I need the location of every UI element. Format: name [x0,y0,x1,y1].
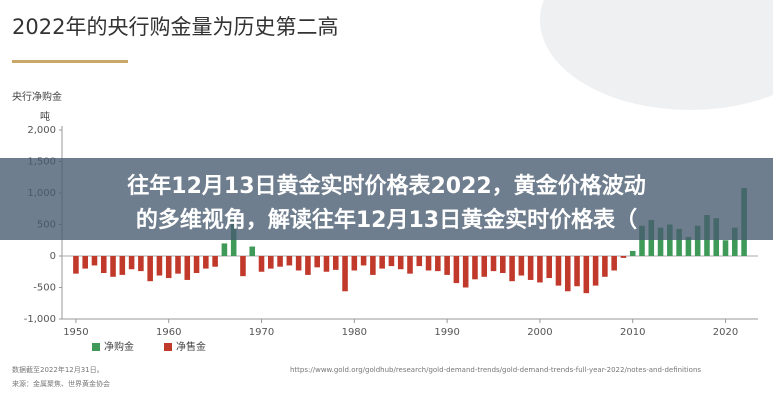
bar [639,225,645,256]
source-url: https://www.gold.org/goldhub/research/go… [290,366,701,374]
bar [323,256,330,272]
bar [175,256,181,274]
bar [110,256,116,277]
bar [694,225,701,256]
bar [676,228,682,256]
bar [611,256,617,271]
bar [184,256,191,280]
footnote: 来源：金属聚焦、世界黄金协会 [12,379,110,388]
bar [212,256,218,267]
bar [91,256,98,266]
footnote: 数据截至2022年12月31日。 [12,365,104,374]
legend-label: 净购金 [104,340,134,353]
bar [156,256,163,276]
bar [509,256,515,282]
bar [388,256,395,267]
bar [416,256,423,267]
bar [462,256,469,288]
bar [629,250,636,256]
y-tick-label: -500 [33,283,56,294]
bar [119,256,126,275]
bar [286,256,293,266]
bar [165,256,172,279]
bar [100,256,107,274]
bar [332,256,339,270]
bar [138,256,144,272]
bar [277,256,283,267]
headline-banner: 往年12月13日黄金实时价格表2022，黄金价格波动 的多维视角，解读往年12月… [0,158,773,240]
x-tick-label: 1950 [63,327,88,338]
bar [527,256,534,280]
bar [425,256,432,271]
y-tick-label: 2,000 [27,125,56,136]
bar [555,256,562,286]
bar [258,256,265,272]
bar [564,256,571,292]
bar [732,227,738,256]
bar [444,256,450,275]
bar [453,256,460,284]
bar [583,256,590,294]
bar [82,256,88,269]
bar [203,256,209,269]
bar [574,256,580,287]
headline-line: 往年12月13日黄金实时价格表2022，黄金价格波动 [127,174,646,199]
bar [379,256,385,269]
bar [314,256,320,268]
x-tick-label: 1980 [342,327,367,338]
bar [268,256,274,269]
bar [472,256,478,280]
bar [518,256,525,276]
bar [407,256,413,274]
bar [305,256,311,275]
background-glow [540,0,773,110]
legend-swatch [164,343,172,351]
x-tick-label: 2010 [620,327,645,338]
bar [435,256,441,272]
y-tick-label: 0 [50,251,56,262]
bar [397,256,404,270]
title-underline [12,60,128,63]
legend-label: 净售金 [176,340,206,353]
bar [193,256,200,274]
bar [667,224,673,256]
bar [620,256,627,258]
x-tick-label: 2020 [713,327,738,338]
bar [722,240,729,256]
bar [360,256,367,266]
bar [490,256,497,272]
bar [147,256,153,282]
bar [128,256,135,270]
bar [592,256,599,286]
x-tick-label: 1990 [434,327,459,338]
bar [221,243,228,256]
bar [602,256,608,277]
x-tick-label: 2000 [527,327,552,338]
legend-swatch [92,343,100,351]
y-tick-label: -1,000 [24,314,56,325]
bar [685,237,692,256]
bar [73,256,79,274]
x-tick-label: 1960 [156,327,181,338]
bar [342,256,348,292]
bar [500,256,506,274]
bar [295,256,302,271]
bar [657,227,664,256]
bar [546,256,552,279]
chart-title: 2022年的央行购金量为历史第二高 [12,15,338,39]
y-axis-label: 央行净购金 [12,90,62,103]
bar [370,256,376,275]
bar [351,256,358,271]
bar [240,256,246,277]
bar [249,246,256,256]
bar [537,256,543,283]
x-tick-label: 1970 [249,327,274,338]
headline-line: 的多维视角，解读往年12月13日黄金实时价格表（ [135,208,638,233]
bar [481,256,488,277]
y-axis-unit: 吨 [40,110,50,123]
